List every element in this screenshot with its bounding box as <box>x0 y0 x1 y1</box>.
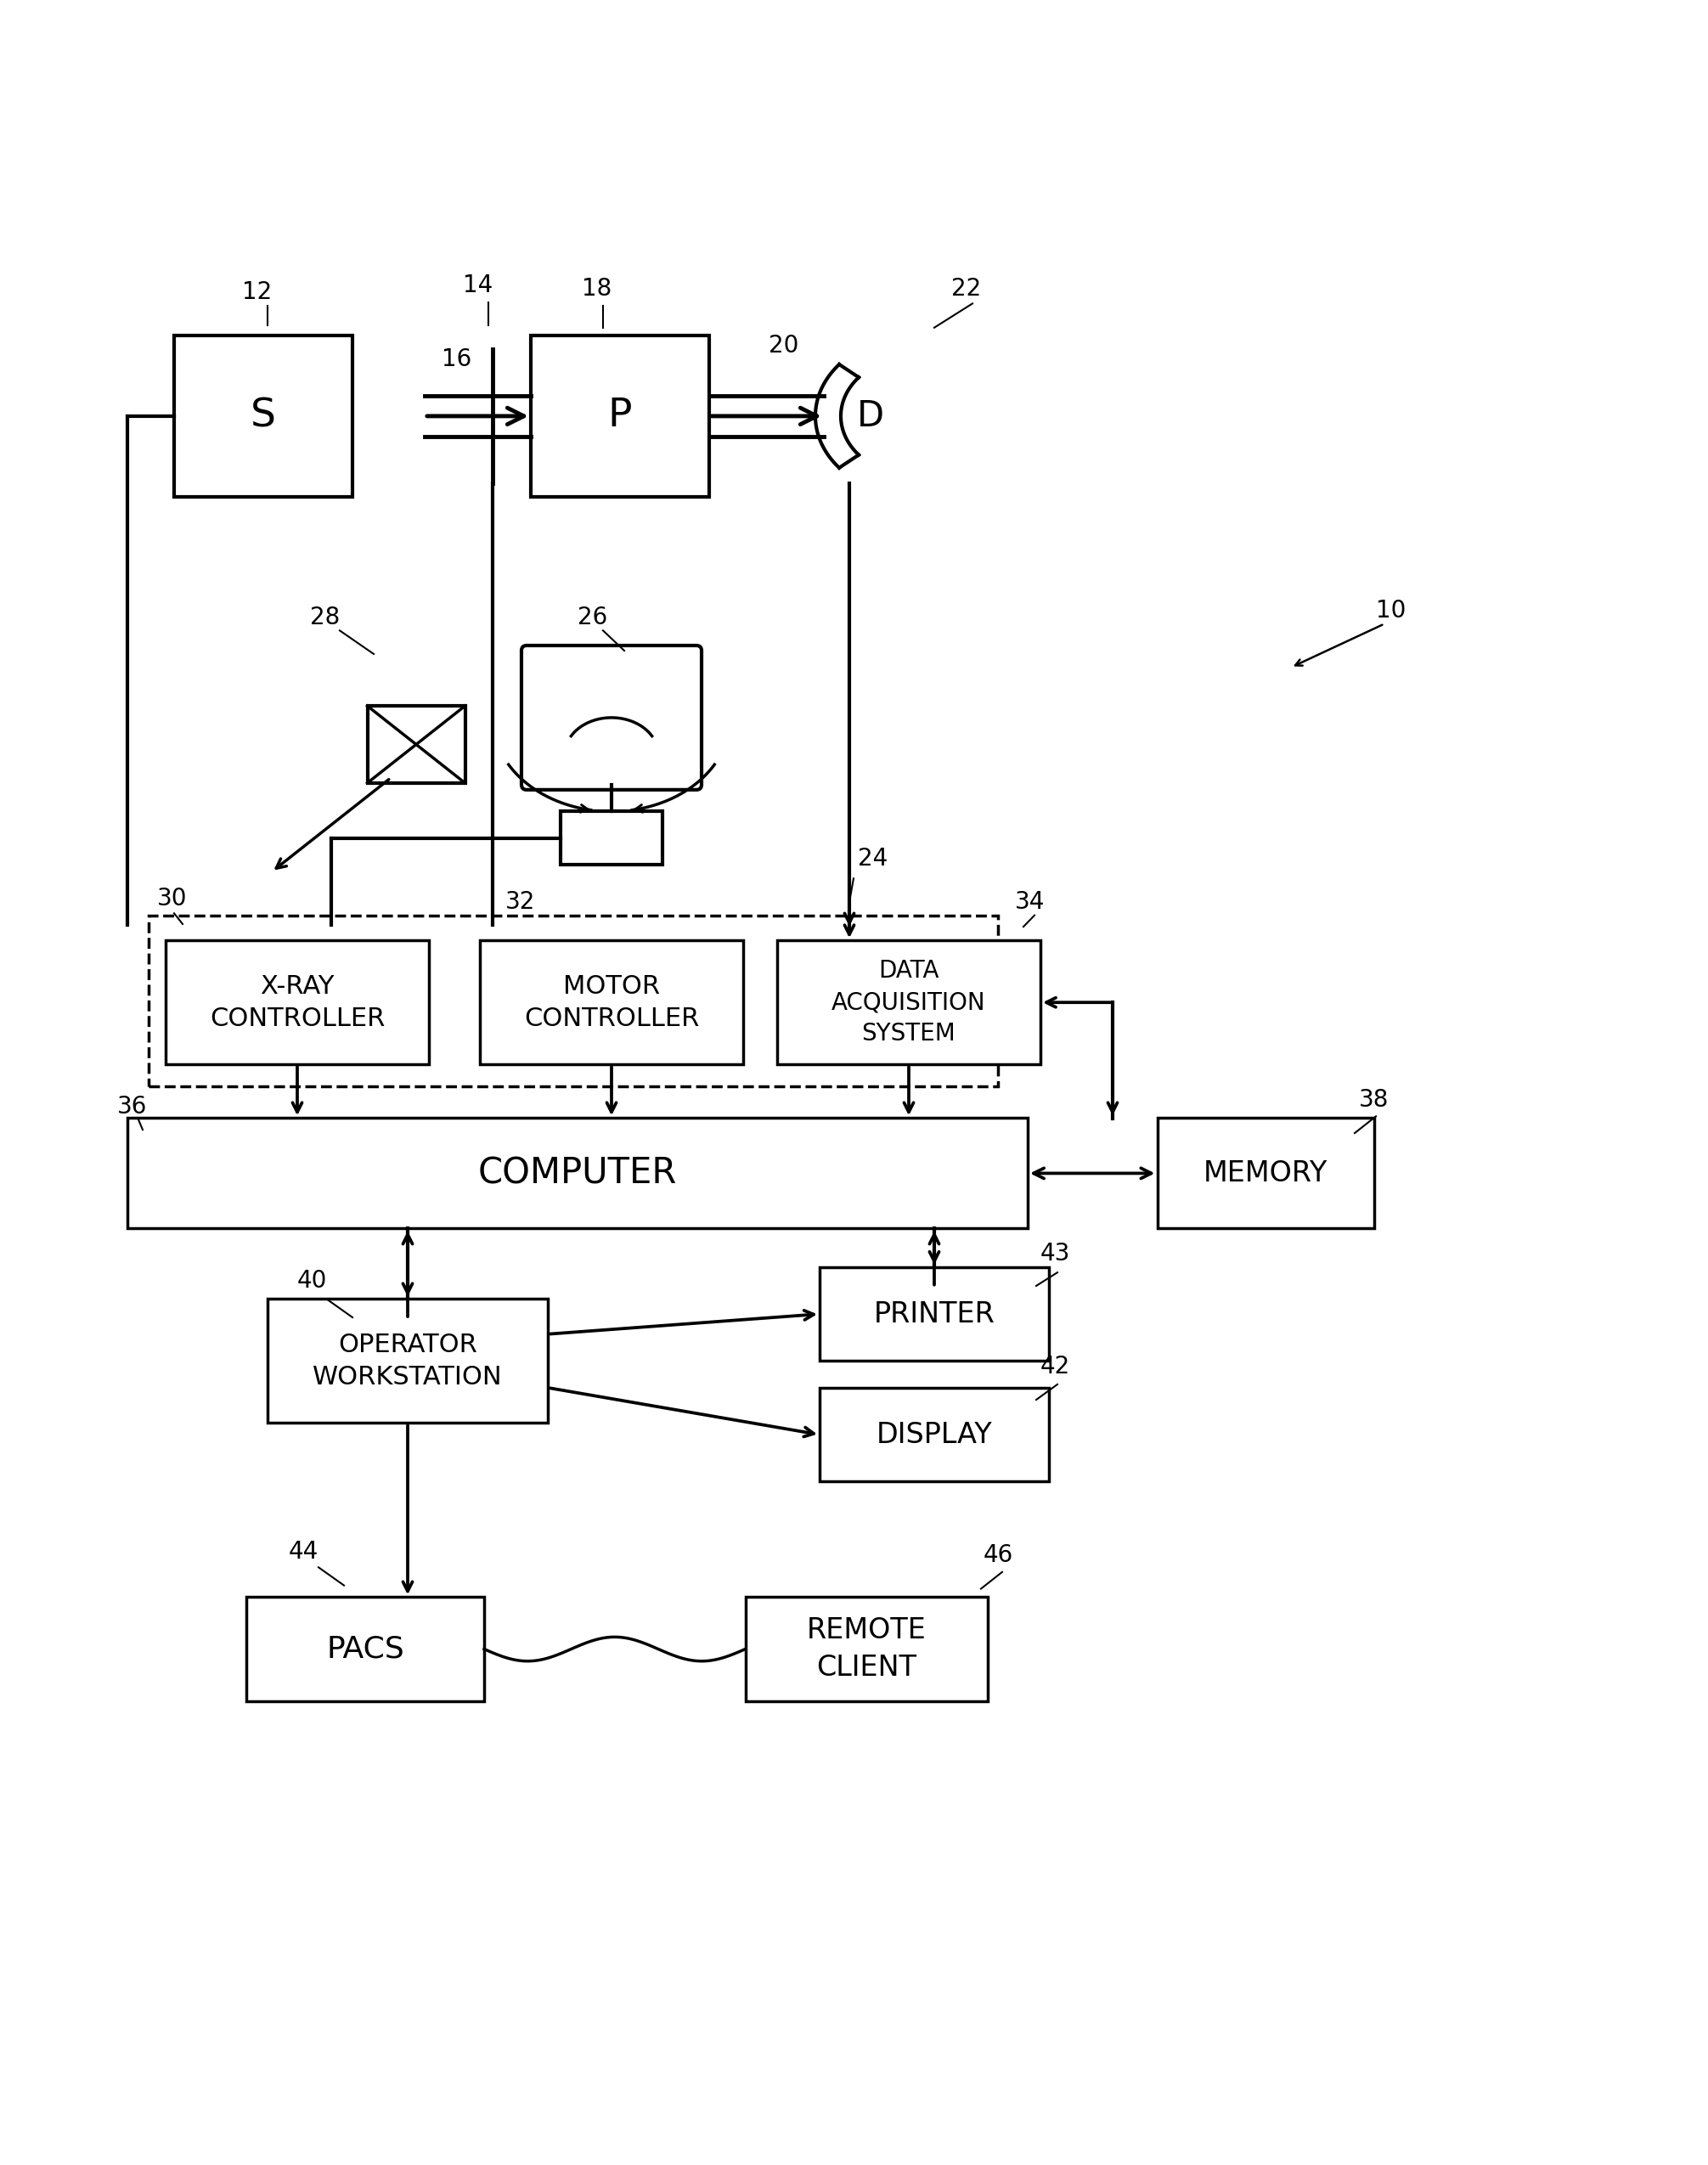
Text: 30: 30 <box>157 888 188 911</box>
Bar <box>777 940 1040 1065</box>
Text: 46: 46 <box>984 1544 1013 1567</box>
Text: 34: 34 <box>1015 890 1045 914</box>
Text: MEMORY: MEMORY <box>1204 1158 1327 1186</box>
Bar <box>149 916 997 1087</box>
Bar <box>820 1388 1049 1481</box>
Bar <box>531 336 709 496</box>
Text: OPERATOR
WORKSTATION: OPERATOR WORKSTATION <box>313 1331 502 1390</box>
Text: REMOTE
CLIENT: REMOTE CLIENT <box>806 1617 926 1682</box>
Text: 42: 42 <box>1040 1355 1071 1379</box>
Text: 26: 26 <box>577 606 608 630</box>
Text: PACS: PACS <box>326 1635 405 1663</box>
Bar <box>1158 1117 1373 1228</box>
Text: 14: 14 <box>463 273 494 297</box>
Text: 28: 28 <box>311 606 340 630</box>
Text: 44: 44 <box>289 1539 319 1563</box>
Text: DISPLAY: DISPLAY <box>876 1420 992 1448</box>
FancyBboxPatch shape <box>521 645 702 790</box>
Text: 10: 10 <box>1377 598 1406 621</box>
Bar <box>560 812 663 866</box>
Text: S: S <box>251 396 277 435</box>
Bar <box>745 1598 987 1702</box>
Text: P: P <box>608 396 632 435</box>
Text: X-RAY
CONTROLLER: X-RAY CONTROLLER <box>210 974 384 1031</box>
Text: PRINTER: PRINTER <box>873 1299 996 1327</box>
Bar <box>480 940 743 1065</box>
Bar <box>128 1117 1028 1228</box>
Text: 12: 12 <box>243 279 272 303</box>
Text: 24: 24 <box>857 847 888 870</box>
Bar <box>367 706 465 784</box>
Text: 20: 20 <box>769 333 799 357</box>
Text: 40: 40 <box>297 1269 328 1293</box>
Text: 22: 22 <box>951 277 980 301</box>
Bar <box>246 1598 483 1702</box>
Text: 36: 36 <box>118 1093 147 1117</box>
Text: 32: 32 <box>506 890 535 914</box>
Text: 16: 16 <box>442 346 471 370</box>
Text: 18: 18 <box>582 277 611 301</box>
Bar <box>166 940 429 1065</box>
Bar <box>820 1267 1049 1362</box>
Text: 43: 43 <box>1040 1243 1071 1267</box>
Bar <box>174 336 352 496</box>
Text: 38: 38 <box>1360 1087 1389 1111</box>
Text: COMPUTER: COMPUTER <box>478 1156 676 1191</box>
Bar <box>268 1299 548 1422</box>
Text: MOTOR
CONTROLLER: MOTOR CONTROLLER <box>524 974 699 1031</box>
Text: D: D <box>857 398 885 433</box>
Text: DATA
ACQUISITION
SYSTEM: DATA ACQUISITION SYSTEM <box>832 959 986 1046</box>
